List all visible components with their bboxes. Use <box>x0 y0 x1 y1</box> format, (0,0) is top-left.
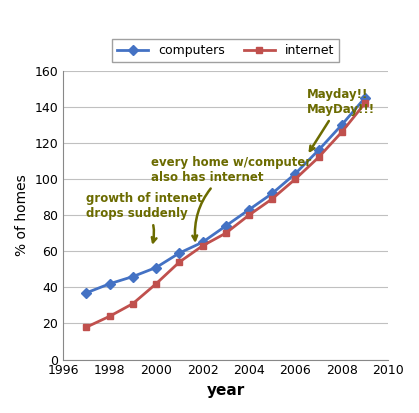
Y-axis label: % of homes: % of homes <box>15 174 29 256</box>
computers <box>200 240 205 245</box>
computers <box>269 191 274 196</box>
computers <box>84 290 89 295</box>
computers <box>223 223 228 228</box>
Line: computers: computers <box>83 94 368 296</box>
computers <box>177 251 182 256</box>
Text: every home w/computer
also has internet: every home w/computer also has internet <box>151 156 312 240</box>
internet <box>223 231 228 236</box>
internet <box>362 101 367 106</box>
internet <box>177 260 182 265</box>
internet <box>84 325 89 330</box>
computers <box>293 171 298 176</box>
internet <box>246 213 251 218</box>
computers <box>362 95 367 100</box>
internet <box>339 130 344 135</box>
computers <box>316 148 321 153</box>
Line: internet: internet <box>83 100 368 330</box>
internet <box>107 314 112 319</box>
internet <box>293 177 298 182</box>
Text: Mayday!!
MayDay!!!: Mayday!! MayDay!!! <box>307 88 375 151</box>
X-axis label: year: year <box>207 383 245 398</box>
computers <box>246 207 251 212</box>
internet <box>200 243 205 248</box>
Legend: computers, internet: computers, internet <box>112 40 339 62</box>
internet <box>316 155 321 160</box>
Text: growth of intenet
drops suddenly: growth of intenet drops suddenly <box>86 192 203 242</box>
computers <box>154 265 159 270</box>
internet <box>154 281 159 286</box>
internet <box>130 301 135 306</box>
computers <box>130 274 135 279</box>
computers <box>339 122 344 127</box>
computers <box>107 281 112 286</box>
internet <box>269 197 274 202</box>
